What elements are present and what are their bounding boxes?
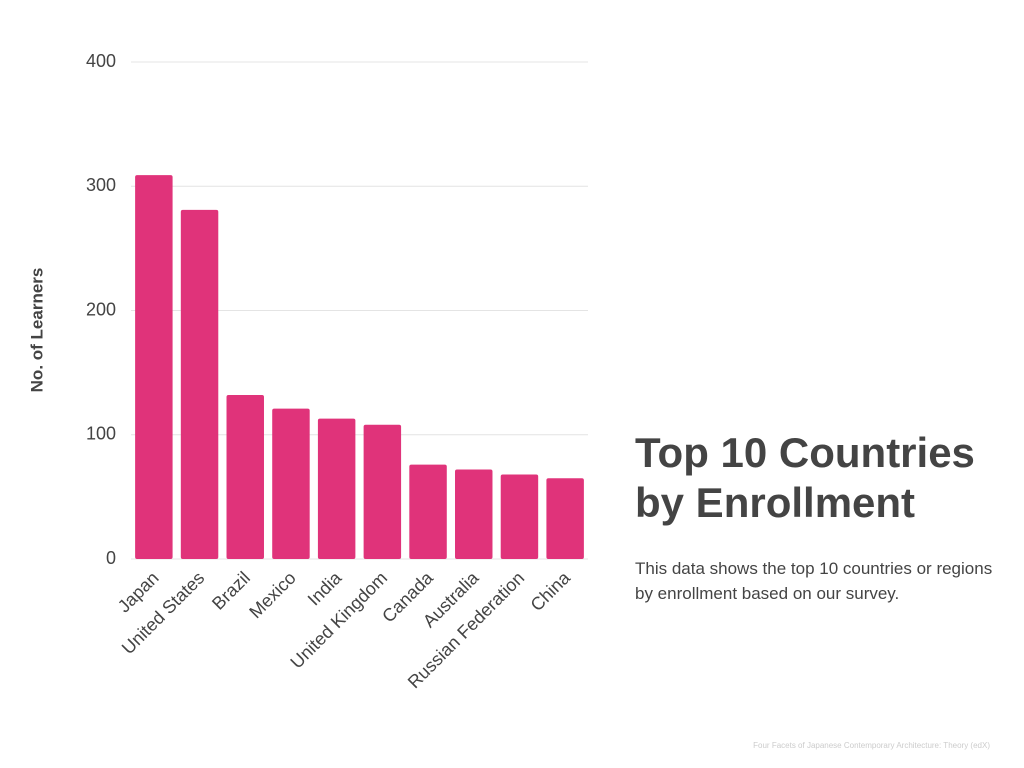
bar [226, 394, 264, 559]
y-tick-label: 200 [86, 299, 116, 319]
bar [317, 418, 356, 559]
y-tick-label: 100 [86, 424, 116, 444]
bar [500, 474, 539, 559]
bar [180, 209, 219, 560]
chart-title: Top 10 Countries by Enrollment [635, 429, 975, 526]
bar [135, 175, 173, 559]
x-tick-label: Mexico [245, 568, 299, 622]
bar [455, 469, 493, 559]
description: This data shows the top 10 countries or … [635, 559, 993, 603]
chart: No. of Learners 0100200300400JapanUnited… [27, 51, 588, 692]
y-tick-label: 300 [86, 175, 116, 195]
y-axis-label: No. of Learners [27, 268, 46, 393]
y-tick-label: 400 [86, 51, 116, 71]
x-tick-label: India [304, 567, 346, 609]
bar [409, 464, 447, 559]
bar [272, 408, 310, 559]
footnote: Four Facets of Japanese Contemporary Arc… [753, 741, 990, 750]
x-tick-label: China [527, 567, 575, 615]
y-tick-label: 0 [106, 548, 116, 568]
bar [546, 478, 584, 559]
bar [363, 424, 402, 559]
